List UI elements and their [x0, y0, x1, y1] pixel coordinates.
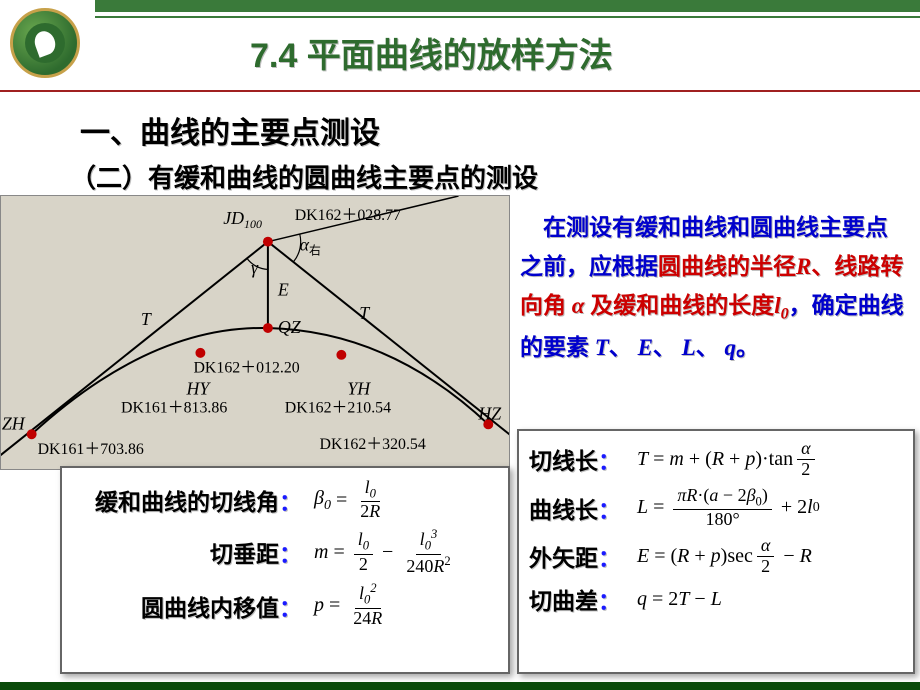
station-JD: DK162＋028.77 [295, 207, 401, 224]
label-QZ: QZ [278, 317, 302, 337]
para-sep3: 、 [696, 335, 719, 360]
station-YH: DK162＋210.54 [285, 399, 391, 416]
eq-T: T = m + (R + p)·tan α2 [637, 439, 819, 480]
label-T-left: T [141, 309, 152, 329]
para-q: q [724, 335, 736, 360]
description-paragraph: 在测设有缓和曲线和圆曲线主要点之前，应根据圆曲线的半径R、线路转向角 α 及缓和… [520, 208, 910, 367]
para-end: 。 [736, 335, 759, 360]
lbl-q: 切曲差 [529, 588, 598, 614]
label-ZH: ZH [2, 413, 26, 433]
para-sep1: 、 [609, 335, 632, 360]
formula-box-left: 缓和曲线的切线角： β0 = l02R 切垂距： m = l02 − l0324… [60, 466, 510, 674]
footer-bar [0, 682, 920, 690]
section-heading: 一、曲线的主要点测设 [80, 108, 380, 152]
station-HZ: DK162＋320.54 [320, 436, 426, 453]
lbl-T: 切线长 [529, 448, 598, 474]
lbl-beta0: 缓和曲线的切线角 [95, 489, 279, 515]
label-HY: HY [186, 379, 212, 399]
svg-text:JD100: JD100 [223, 208, 262, 231]
label-E: E [277, 279, 289, 299]
row-p: 圆曲线内移值： p = l0224R [72, 582, 498, 628]
lbl-L: 曲线长 [529, 497, 598, 523]
label-T-right: T [359, 303, 370, 323]
para-alpha: α [566, 293, 590, 318]
para-T: T [595, 335, 609, 360]
station-QZ: DK162＋012.20 [193, 360, 299, 377]
row-E: 外矢距： E = (R + p)sec α2 − R [529, 536, 903, 577]
row-beta0: 缓和曲线的切线角： β0 = l02R [72, 478, 498, 522]
row-m: 切垂距： m = l02 − l03240R2 [72, 528, 498, 576]
subsection-heading: （二）有缓和曲线的圆曲线主要点的测设 [70, 158, 538, 195]
para-sep2: 、 [653, 335, 676, 360]
station-ZH: DK161＋703.86 [38, 441, 144, 458]
station-HY: DK161＋813.86 [121, 399, 227, 416]
curve-diagram: JD100 DK162＋028.77 α右 γ T T E QZ DK162＋0… [0, 195, 510, 470]
para-E: E [638, 335, 653, 360]
eq-q: q = 2T − L [637, 588, 722, 611]
para-L: L [682, 335, 696, 360]
label-YH: YH [347, 379, 371, 399]
label-HZ: HZ [477, 403, 502, 423]
eq-E: E = (R + p)sec α2 − R [637, 536, 812, 577]
slide-title: 7.4 平面曲线的放样方法 [250, 28, 613, 77]
para-r1: 圆曲线的半径 [658, 254, 796, 279]
para-l0: l0 [774, 293, 788, 318]
formula-box-right: 切线长： T = m + (R + p)·tan α2 曲线长： L = πR·… [517, 429, 915, 674]
eq-L: L = πR·(a − 2β0)180° + 2l0 [637, 486, 820, 530]
eq-beta0: β0 = l02R [314, 478, 388, 522]
lbl-p: 圆曲线内移值 [141, 595, 279, 621]
row-L: 曲线长： L = πR·(a − 2β0)180° + 2l0 [529, 486, 903, 530]
label-JD: JD [223, 208, 244, 228]
lbl-E: 外矢距 [529, 545, 598, 571]
eq-p: p = l0224R [314, 582, 390, 628]
university-logo [10, 8, 80, 78]
svg-text:α右: α右 [300, 235, 321, 258]
eq-m: m = l02 − l03240R2 [314, 528, 459, 576]
row-T: 切线长： T = m + (R + p)·tan α2 [529, 439, 903, 480]
row-q: 切曲差： q = 2T − L [529, 582, 903, 616]
para-r3: 及缓和曲线的长度 [590, 293, 774, 318]
label-gamma: γ [251, 257, 259, 277]
label-alpha-sub: 右 [309, 244, 321, 258]
lbl-m: 切垂距 [210, 541, 279, 567]
para-R: R [796, 254, 811, 279]
logo-inner-icon [25, 23, 65, 63]
label-JD-sub: 100 [244, 217, 262, 231]
